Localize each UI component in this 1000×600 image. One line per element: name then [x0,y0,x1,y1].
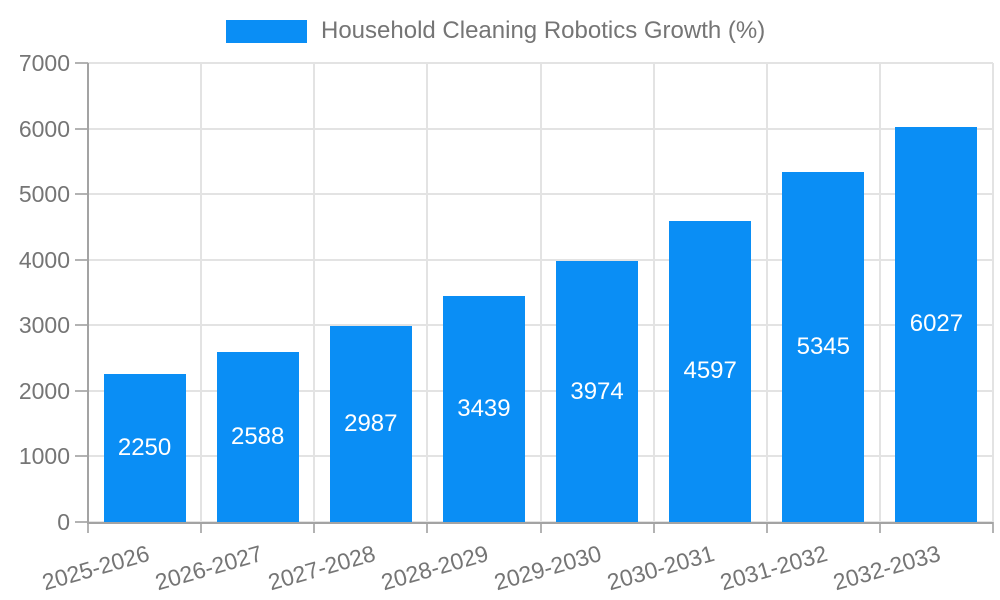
gridline-vertical [992,63,994,522]
x-axis-tick-mark [200,522,203,533]
gridline-vertical [652,63,655,522]
bar-value-label: 2588 [230,423,285,451]
bar[interactable]: 2987 [329,326,412,522]
bar-value-label: 2987 [344,410,398,438]
x-axis-tick-mark [765,522,768,533]
y-axis-tick-label: 3000 [18,312,70,339]
y-axis-tick-mark [75,324,88,327]
bar[interactable]: 2250 [103,374,186,522]
bar-value-label: 5345 [796,332,850,360]
y-axis-tick-mark [75,258,88,261]
y-axis-tick-mark [75,62,88,64]
bar[interactable]: 3439 [442,296,525,522]
bar-value-label: 3974 [570,377,624,405]
bar[interactable]: 6027 [895,126,978,522]
y-axis-tick-label: 7000 [18,50,70,76]
y-axis-tick-label: 2000 [18,377,70,404]
x-axis-tick-mark [652,522,655,533]
x-axis-tick-mark [539,522,542,533]
legend-label: Household Cleaning Robotics Growth (%) [321,17,766,44]
gridline-vertical [200,63,203,522]
x-axis-tick-mark [313,522,316,533]
bar-value-label: 3439 [457,395,511,423]
y-axis-line [87,63,89,524]
x-axis-tick-mark [426,522,429,533]
bar[interactable]: 4597 [669,220,752,522]
x-axis-tick-mark [992,522,994,533]
y-axis-tick-label: 1000 [18,443,70,470]
gridline-vertical [878,63,881,522]
y-axis-tick-mark [75,193,88,196]
bar[interactable]: 5345 [782,171,865,522]
legend[interactable]: Household Cleaning Robotics Growth (%) [226,14,765,48]
gridline-vertical [313,63,316,522]
gridline-vertical [426,63,429,522]
y-axis-tick-label: 0 [57,509,70,535]
y-axis-tick-mark [75,127,88,130]
bar[interactable]: 2588 [216,352,299,522]
bar[interactable]: 3974 [556,261,639,522]
x-axis-tick-mark [87,522,89,533]
x-axis-tick-mark [878,522,881,533]
y-axis-tick-mark [75,389,88,392]
gridline-vertical [765,63,768,522]
y-axis-tick-mark [75,521,88,523]
y-axis-tick-mark [75,455,88,458]
y-axis-tick-label: 6000 [18,115,70,142]
legend-swatch [226,19,307,43]
y-axis-tick-label: 4000 [18,246,70,273]
y-axis-tick-label: 5000 [18,181,70,208]
bar-value-label: 4597 [683,357,737,385]
x-axis-line [87,522,993,524]
bar-value-label: 2250 [117,434,172,462]
bar-value-label: 6027 [909,310,964,338]
gridline-vertical [539,63,542,522]
